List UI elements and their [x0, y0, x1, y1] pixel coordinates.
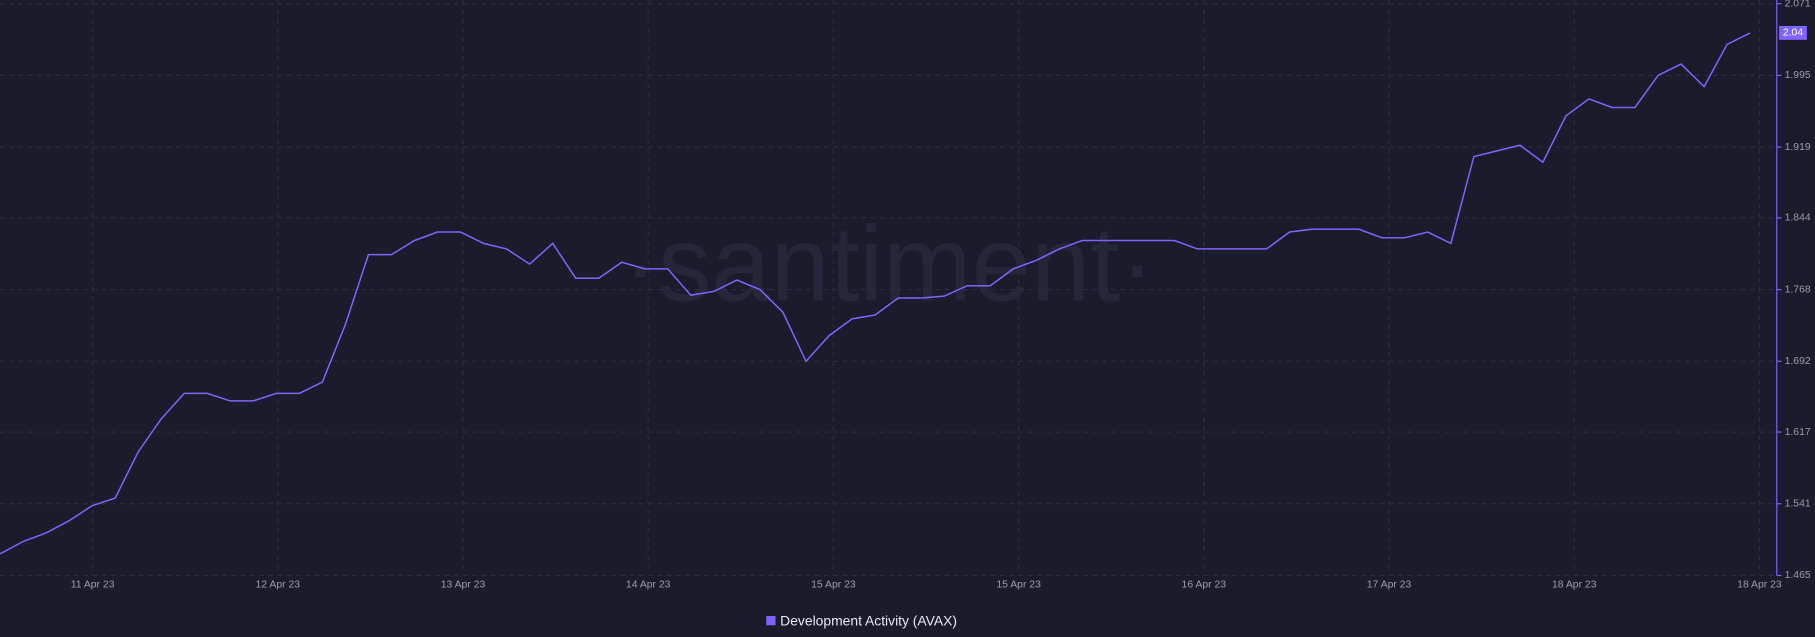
x-tick-label: 14 Apr 23 [626, 579, 671, 590]
y-tick-label: 1.465 [1785, 570, 1811, 581]
y-tick-label: 1.541 [1785, 499, 1811, 510]
x-tick-label: 17 Apr 23 [1367, 579, 1412, 590]
x-tick-label: 18 Apr 23 [1737, 579, 1782, 590]
legend-swatch [766, 615, 776, 626]
y-tick-label: 1.919 [1785, 142, 1811, 153]
y-tick-label: 1.617 [1785, 427, 1811, 438]
x-tick-label: 11 Apr 23 [71, 579, 115, 590]
y-tick-label: 1.995 [1785, 70, 1811, 81]
x-tick-label: 15 Apr 23 [811, 579, 856, 590]
y-tick-label: 1.692 [1785, 356, 1811, 367]
x-tick-label: 13 Apr 23 [441, 579, 486, 590]
data-line [0, 32, 1751, 555]
x-tick-label: 12 Apr 23 [256, 579, 301, 590]
y-tick-label: 1.844 [1785, 213, 1811, 224]
last-value-badge [1779, 25, 1807, 40]
x-tick-label: 15 Apr 23 [996, 579, 1041, 590]
y-tick-label: 1.768 [1785, 284, 1811, 295]
legend-label[interactable]: Development Activity (AVAX) [780, 612, 957, 628]
x-tick-label: 18 Apr 23 [1552, 579, 1597, 590]
watermark: ·santiment· [623, 204, 1156, 323]
x-tick-label: 16 Apr 23 [1182, 579, 1227, 590]
y-tick-label: 2.071 [1785, 0, 1811, 9]
last-value-label: 2.04 [1783, 28, 1803, 39]
